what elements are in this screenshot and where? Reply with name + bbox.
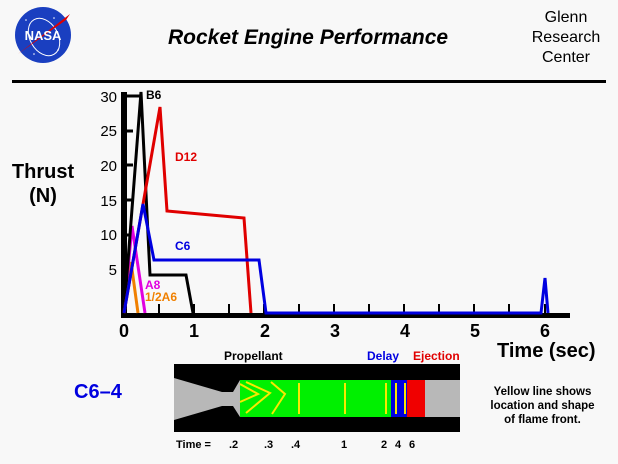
ytick-5: 5 xyxy=(109,262,117,279)
label-half-a6: 1/2A6 xyxy=(145,290,177,304)
label-d12: D12 xyxy=(175,150,197,164)
ytick-15: 15 xyxy=(100,193,117,210)
note-line-2: location and shape xyxy=(490,400,595,412)
organization-name: Glenn Research Center xyxy=(520,8,612,68)
xtick-0: 0 xyxy=(119,321,129,341)
flame-front-note: Yellow line shows location and shape of … xyxy=(470,385,615,427)
time-mark: 2 xyxy=(381,439,388,451)
header-divider xyxy=(12,80,606,83)
xtick-6: 6 xyxy=(540,321,550,341)
time-mark: .4 xyxy=(291,439,301,451)
ytick-30: 30 xyxy=(100,89,117,106)
time-mark: .2 xyxy=(229,439,239,451)
time-mark: .3 xyxy=(264,439,274,451)
time-mark: 1 xyxy=(341,439,348,451)
page-title: Rocket Engine Performance xyxy=(168,26,449,49)
engine-diagram xyxy=(174,364,460,432)
x-axis: 0 1 2 3 4 5 6 xyxy=(119,304,570,341)
x-axis-label: Time (sec) xyxy=(497,340,596,362)
org-line-1: Glenn xyxy=(544,9,588,26)
xtick-5: 5 xyxy=(470,321,480,341)
xtick-3: 3 xyxy=(330,321,340,341)
org-line-2: Research xyxy=(531,29,601,46)
nozzle xyxy=(174,378,240,420)
time-prefix: Time = xyxy=(176,439,211,451)
note-line-3: of flame front. xyxy=(504,414,581,426)
propellant-grain xyxy=(240,380,391,417)
xtick-2: 2 xyxy=(260,321,270,341)
label-b6: B6 xyxy=(146,88,162,102)
ejection-label: Ejection xyxy=(413,349,460,363)
series-c6 xyxy=(122,203,550,315)
ytick-10: 10 xyxy=(100,227,117,244)
case-end xyxy=(425,380,460,417)
propellant-label: Propellant xyxy=(224,349,283,363)
label-a8: A8 xyxy=(145,278,161,292)
delay-label: Delay xyxy=(367,349,400,363)
logo-text: NASA xyxy=(25,28,62,43)
note-line-1: Yellow line shows xyxy=(493,386,592,398)
org-line-3: Center xyxy=(541,49,591,66)
time-mark: 6 xyxy=(409,439,416,451)
y-axis-label: Thrust (N) xyxy=(8,160,78,208)
ejection-charge xyxy=(407,380,425,417)
xtick-4: 4 xyxy=(400,321,410,341)
flame-front-lines xyxy=(239,381,406,415)
series-d12 xyxy=(122,106,253,314)
series-b6 xyxy=(122,91,195,314)
ytick-20: 20 xyxy=(100,158,117,175)
ytick-25: 25 xyxy=(100,123,117,140)
label-c6: C6 xyxy=(175,239,191,253)
xtick-1: 1 xyxy=(189,321,199,341)
nasa-meatball-icon: NASA xyxy=(15,7,71,63)
y-axis-label-line2: (N) xyxy=(29,185,57,207)
engine-model: C6–4 xyxy=(74,381,122,403)
y-axis-label-line1: Thrust xyxy=(11,161,75,183)
time-mark: 4 xyxy=(395,439,402,451)
